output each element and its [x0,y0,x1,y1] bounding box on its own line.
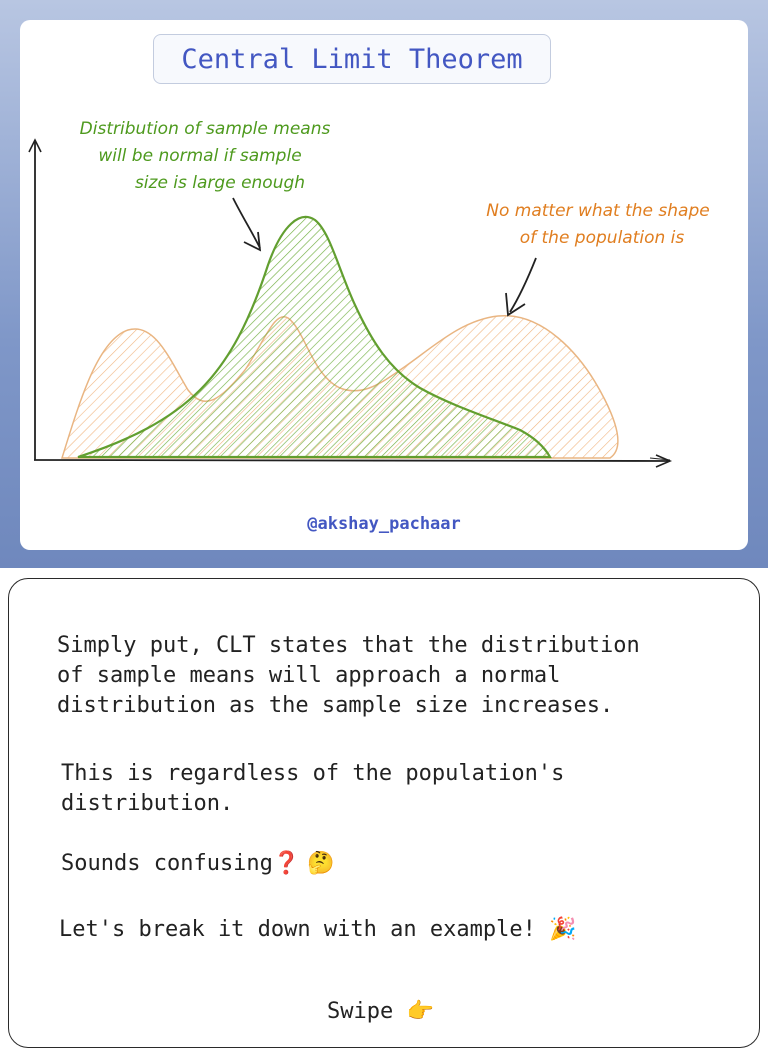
swipe-hint[interactable]: Swipe 👉 [327,997,434,1027]
annotation-orange-line1: No matter what the shape [486,201,709,221]
annotation-green-line1: Distribution of sample means [80,119,331,139]
confusing-text: Sounds confusing [61,851,273,876]
swipe-text: Swipe [327,999,394,1024]
annotation-green-line2: will be normal if sample [98,146,301,166]
population-annotation: No matter what the shape of the populati… [486,201,709,248]
example-text: Let's break it down with an example! [59,917,536,942]
clt-diagram: Distribution of sample means will be nor… [28,119,710,468]
sample-means-annotation: Distribution of sample means will be nor… [80,119,331,193]
party-popper-emoji: 🎉 [549,917,577,942]
sample-means-distribution-shape [77,215,552,459]
annotation-orange-line2: of the population is [520,228,685,248]
paragraph-confusing: Sounds confusing❓ 🤔 [61,849,335,879]
figure-card: Central Limit Theorem Distribution of sa… [20,20,748,550]
paragraph-definition: Simply put, CLT states that the distribu… [57,633,640,718]
pointing-right-emoji: 👉 [406,999,434,1024]
axes [28,138,673,468]
author-handle: @akshay_pachaar [307,514,461,534]
arrow-to-population [505,257,537,317]
arrow-to-sample-means [232,197,262,252]
explanation-panel: Simply put, CLT states that the distribu… [8,578,760,1048]
figure-title: Central Limit Theorem [153,34,551,84]
paragraph-regardless: This is regardless of the population's d… [61,761,565,816]
annotation-green-line3: size is large enough [135,173,305,193]
paragraph-example: Let's break it down with an example! 🎉 [59,915,576,945]
question-thinking-emoji: ❓ 🤔 [272,851,335,876]
